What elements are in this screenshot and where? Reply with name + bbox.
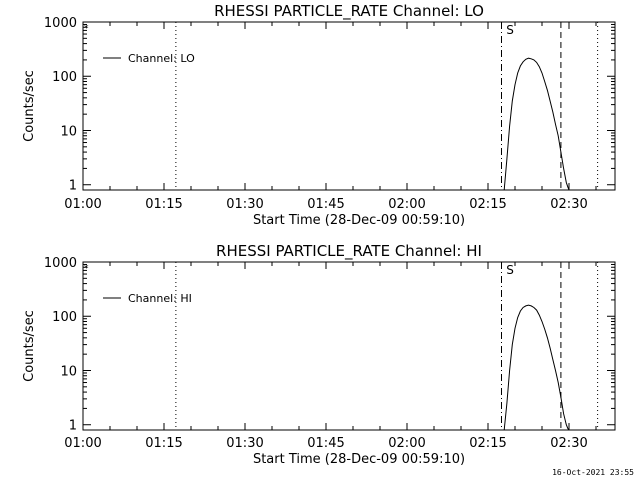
annotation-label: S xyxy=(506,263,514,277)
series-line-channel-lo xyxy=(503,57,570,191)
x-tick-label: 01:30 xyxy=(226,197,263,212)
x-tick-label: 01:15 xyxy=(145,436,182,451)
x-axis-label: Start Time (28-Dec-09 00:59:10) xyxy=(253,213,465,228)
plot-frame xyxy=(82,21,616,191)
y-tick-label: 10 xyxy=(60,364,77,379)
y-axis-label: Counts/sec xyxy=(22,70,37,142)
x-tick-label: 02:15 xyxy=(469,197,506,212)
chart-panel-2: RHESSI PARTICLE_RATE Channel: HI 01:00 01:… xyxy=(22,242,616,467)
x-tick-label: 01:45 xyxy=(307,197,344,212)
x-tick-label: 01:15 xyxy=(145,197,182,212)
series-line-channel-hi xyxy=(503,304,570,431)
y-tick-label: 1 xyxy=(69,419,77,434)
y-tick-label: 100 xyxy=(52,70,77,85)
corner-marker: * xyxy=(84,24,89,34)
plot-frame xyxy=(82,261,616,431)
chart-title: RHESSI PARTICLE_RATE Channel: HI xyxy=(216,242,482,261)
x-tick-label: 02:30 xyxy=(550,436,587,451)
x-tick-label: 02:30 xyxy=(550,197,587,212)
x-axis-label: Start Time (28-Dec-09 00:59:10) xyxy=(253,452,465,467)
y-axis-label: Counts/sec xyxy=(22,310,37,382)
x-tick-label: 01:00 xyxy=(64,197,101,212)
x-tick-label: 01:45 xyxy=(307,436,344,451)
x-tick-label: 01:30 xyxy=(226,436,263,451)
chart-title: RHESSI PARTICLE_RATE Channel: LO xyxy=(214,2,484,21)
y-tick-label: 10 xyxy=(60,124,77,139)
x-tick-label: 02:15 xyxy=(469,436,506,451)
x-tick-label: 02:00 xyxy=(388,436,425,451)
y-tick-label: 1000 xyxy=(44,16,77,31)
corner-marker: * xyxy=(84,264,89,274)
y-tick-label: 1000 xyxy=(44,256,77,271)
annotation-label: S xyxy=(506,23,514,37)
legend-label: Channel: HI xyxy=(128,292,192,305)
y-tick-label: 1 xyxy=(69,179,77,194)
legend-label: Channel: LO xyxy=(128,52,195,65)
x-tick-label: 01:00 xyxy=(64,436,101,451)
x-tick-label: 02:00 xyxy=(388,197,425,212)
y-tick-label: 100 xyxy=(52,310,77,325)
footer-timestamp: 16-Oct-2021 23:55 xyxy=(552,468,634,477)
chart-panel-1: RHESSI PARTICLE_RATE Channel: LO 01:00 01:… xyxy=(22,2,616,228)
